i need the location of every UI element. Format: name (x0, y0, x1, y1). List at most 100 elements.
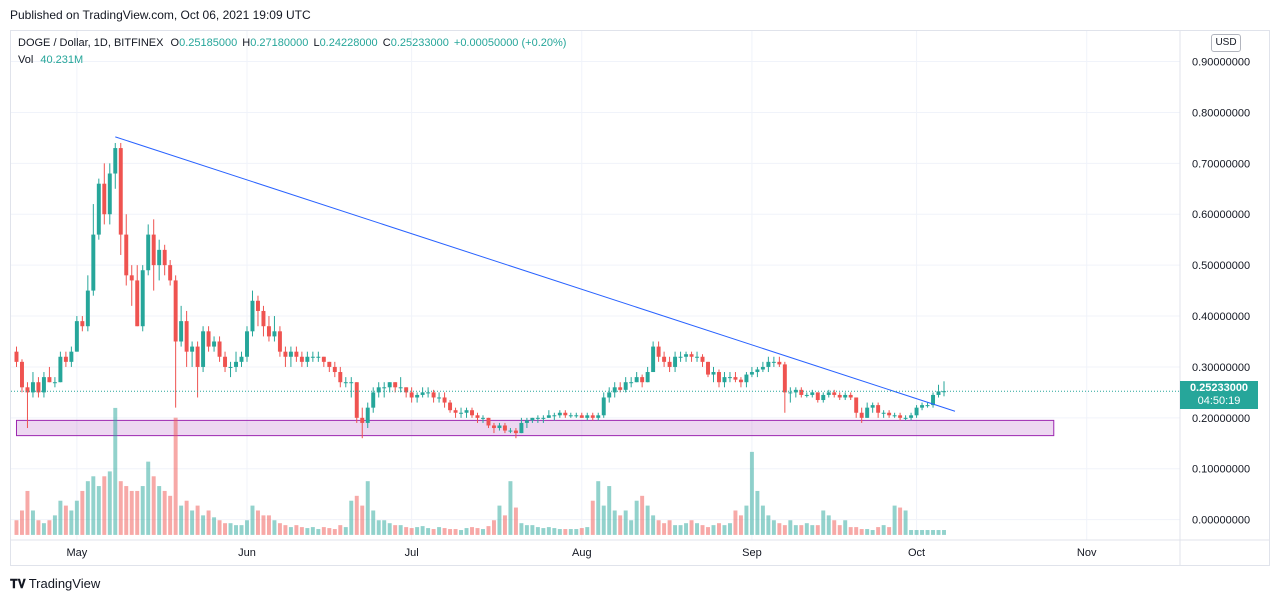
volume-bar (645, 505, 650, 535)
candle-body (310, 356, 315, 358)
candle-body (47, 377, 52, 383)
candle-body (826, 392, 831, 395)
y-tick-label: 0.10000000 (1192, 464, 1250, 476)
x-tick-label: May (66, 547, 87, 559)
volume-bar (881, 525, 886, 535)
volume-bar (47, 520, 52, 535)
volume-bar (305, 528, 310, 535)
candle-body (201, 331, 206, 367)
candle-body (810, 392, 815, 395)
volume-bar (250, 505, 255, 535)
candle-body (892, 415, 897, 417)
volume-bar (162, 490, 167, 535)
candle-body (804, 394, 809, 396)
volume-bar (343, 527, 348, 535)
volume-bar (14, 520, 19, 535)
x-tick-label: Jul (405, 547, 419, 559)
volume-bar (788, 520, 793, 535)
volume-bar (832, 520, 837, 535)
volume-bar (656, 520, 661, 535)
candle-body (662, 356, 667, 362)
candle-body (936, 391, 941, 395)
candle-body (250, 300, 255, 332)
candle-body (63, 356, 68, 362)
currency-button[interactable]: USD (1211, 34, 1241, 52)
volume-bar (766, 515, 771, 535)
volume-bar (387, 523, 392, 535)
close-value: 0.25233000 (390, 37, 449, 49)
candle-body (667, 361, 672, 367)
volume-bar (942, 530, 946, 535)
volume-bar (640, 495, 645, 535)
volume-bar (464, 528, 469, 535)
legend-volume-row: Vol 40.231M (18, 52, 566, 69)
volume-bar (102, 476, 107, 535)
candle-body (332, 366, 337, 373)
volume-bar (535, 527, 540, 535)
candle-body (409, 392, 414, 398)
axis-layer: 0.90000000 0.80000000 0.70000000 0.60000000… (11, 31, 1270, 566)
volume-bar (266, 515, 271, 535)
chart-frame[interactable] (10, 30, 1270, 566)
volume-bar (299, 527, 304, 535)
candle-body (58, 356, 63, 383)
candle-body (184, 321, 189, 352)
candle-body (277, 331, 282, 352)
volume-bar (20, 510, 24, 535)
volume-bar (749, 451, 754, 535)
overlay-layer (11, 136, 1180, 412)
candle-body (673, 356, 678, 367)
candle-body (376, 387, 381, 393)
candle-body (706, 361, 710, 375)
volume-bar (228, 523, 233, 535)
candle-body (102, 183, 107, 215)
candle-body (760, 366, 765, 370)
candle-body (30, 382, 35, 393)
candle-body (568, 415, 573, 417)
volume-bar (365, 481, 370, 535)
candle-body (41, 377, 46, 393)
volume-bar (623, 510, 628, 535)
candle-body (557, 412, 562, 416)
candle-body (464, 410, 469, 413)
volume-bar (733, 510, 738, 535)
volume-bar (179, 505, 184, 535)
volume-bar (332, 529, 337, 535)
volume-bar (431, 529, 436, 535)
volume-bar (574, 529, 579, 535)
candle-body (80, 321, 85, 327)
volume-bar (212, 517, 217, 535)
symbol-label[interactable]: DOGE / Dollar, 1D, BITFINEX (18, 37, 164, 49)
candle-body (261, 310, 266, 327)
footer-branding[interactable]: 𝐓𝐕 TradingView (10, 576, 100, 592)
volume-bar (568, 529, 573, 535)
volume-bar (157, 486, 162, 535)
volume-bar (651, 515, 656, 535)
candle-body (393, 382, 398, 388)
y-tick-label: 0.40000000 (1192, 311, 1250, 323)
candle-body (321, 356, 326, 362)
volume-bar (321, 527, 326, 535)
volume-bar (634, 500, 639, 535)
volume-bar (360, 505, 365, 535)
candle-body (755, 369, 760, 373)
candle-body (239, 356, 244, 362)
y-tick-label: 0.80000000 (1192, 107, 1250, 119)
volume-bar (629, 520, 634, 535)
volume-bar (585, 527, 590, 535)
candle-body (437, 397, 442, 399)
volume-bar (695, 523, 700, 535)
candle-body (354, 382, 359, 418)
candle-body (36, 382, 41, 393)
candle-body (700, 356, 705, 362)
candle-body (288, 351, 293, 357)
candle-body (245, 331, 249, 357)
volume-bar (91, 476, 96, 535)
volume-bar (96, 486, 101, 535)
candle-body (579, 415, 584, 418)
brand-name: TradingView (28, 576, 101, 591)
volume-bar (892, 505, 897, 535)
candle-body (85, 290, 90, 327)
candle-body (453, 410, 458, 413)
